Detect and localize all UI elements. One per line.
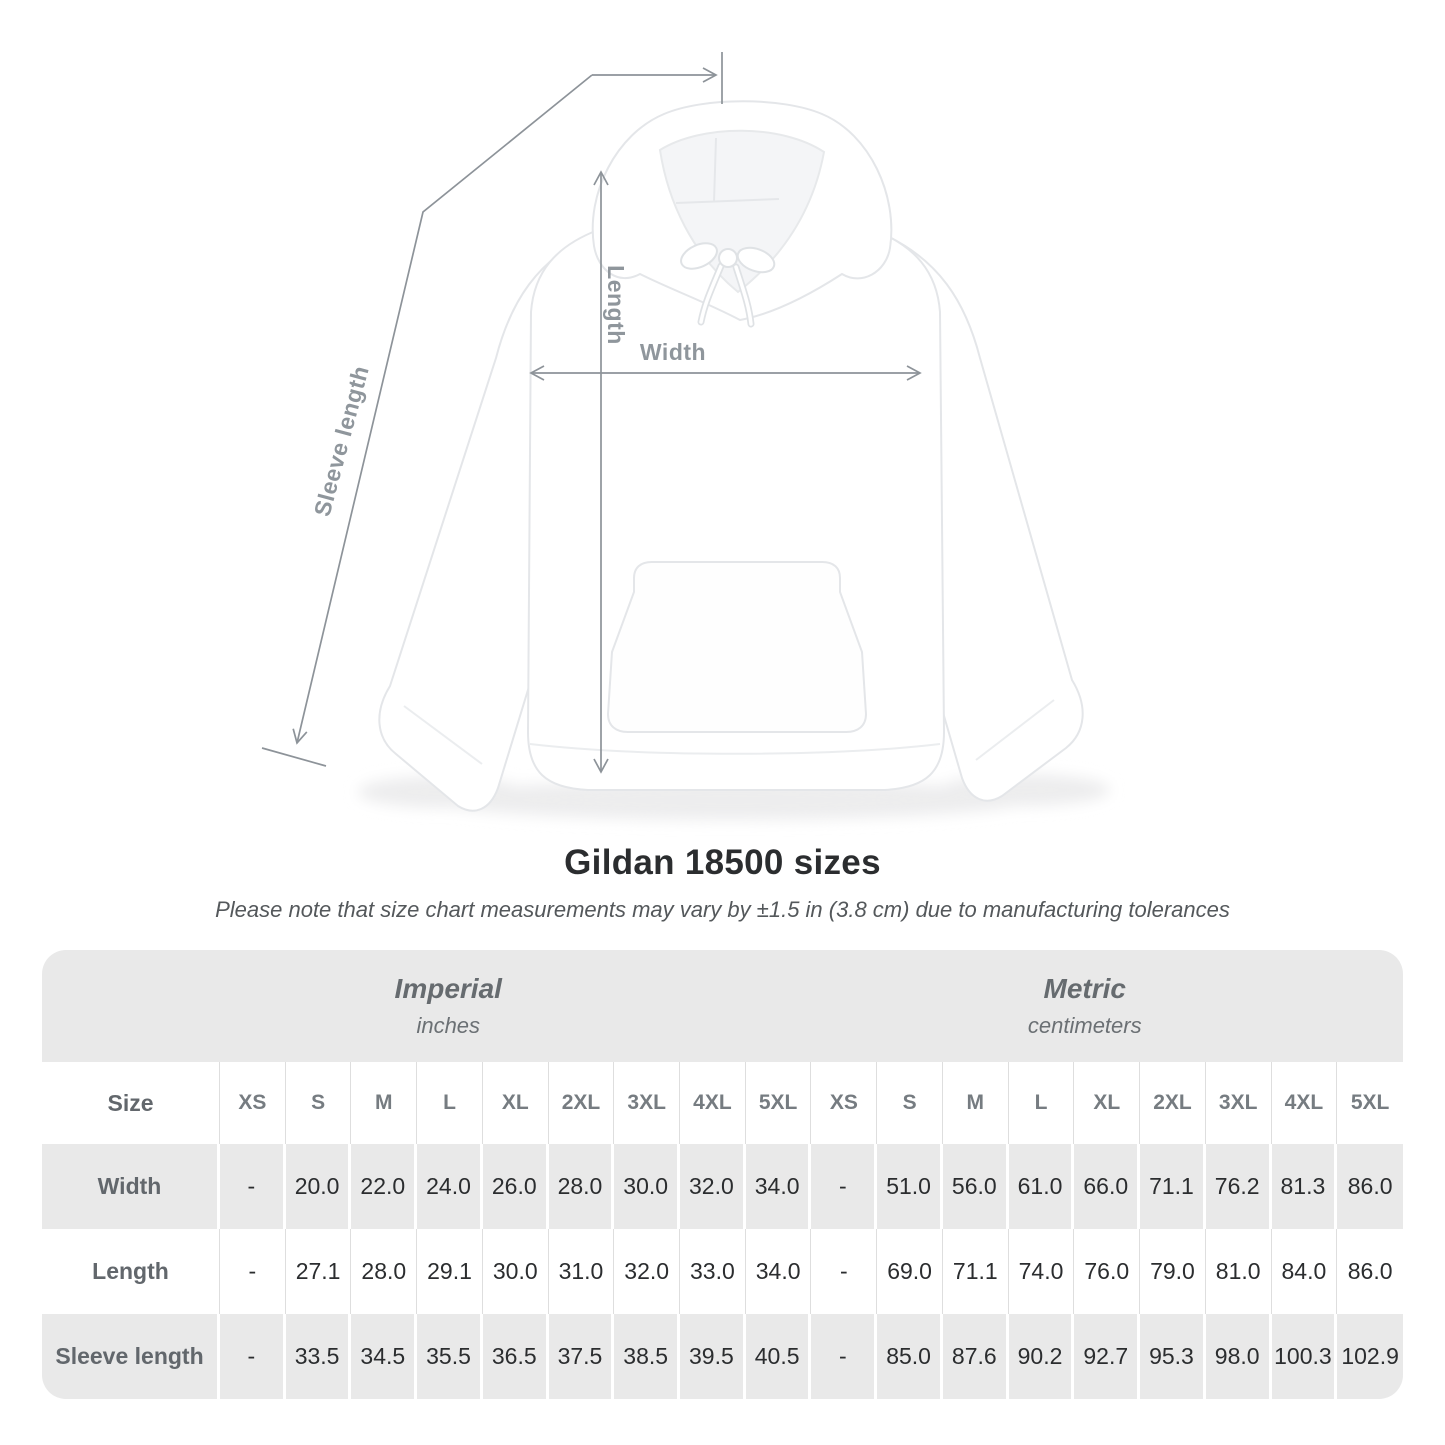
value-cell: 84.0: [1271, 1229, 1338, 1314]
value-cell: 34.0: [745, 1229, 812, 1314]
value-cell: 32.0: [680, 1144, 746, 1229]
value-cell: 30.0: [482, 1229, 549, 1314]
value-cell: 95.3: [1140, 1314, 1206, 1399]
column-header-cell: M: [942, 1062, 1009, 1144]
tolerance-note: Please note that size chart measurements…: [215, 897, 1230, 922]
kangaroo-pocket: [606, 561, 868, 733]
column-header-cell: 4XL: [680, 1062, 746, 1144]
unit-group-sublabel: inches: [416, 1013, 481, 1038]
column-header-cell: S: [285, 1062, 352, 1144]
column-header-cell: 3XL: [1205, 1062, 1272, 1144]
value-cell: 71.1: [1140, 1144, 1206, 1229]
value-cell: 87.6: [942, 1314, 1009, 1399]
value-cell: 38.5: [614, 1314, 681, 1399]
value-cell: 61.0: [1008, 1144, 1075, 1229]
value-cell: 34.0: [745, 1144, 812, 1229]
column-header-cell: L: [1008, 1062, 1075, 1144]
column-header-cell: 2XL: [548, 1062, 615, 1144]
column-header-cell: XS: [811, 1062, 878, 1144]
column-header-cell: XS: [220, 1062, 286, 1144]
value-cell: 69.0: [877, 1229, 943, 1314]
sleeve-length-label: Sleeve length: [309, 363, 374, 519]
value-cell: 71.1: [942, 1229, 1009, 1314]
value-cell: 81.3: [1271, 1144, 1338, 1229]
value-cell: 102.9: [1337, 1314, 1403, 1399]
column-header-cell: 4XL: [1271, 1062, 1338, 1144]
value-cell: 28.0: [351, 1229, 418, 1314]
value-cell: 100.3: [1271, 1314, 1338, 1399]
size-header-cell: Size: [42, 1062, 220, 1144]
value-cell: 24.0: [417, 1144, 483, 1229]
value-cell: 56.0: [942, 1144, 1009, 1229]
row-label-cell: Sleeve length: [42, 1314, 220, 1399]
value-cell: 28.0: [548, 1144, 615, 1229]
value-cell: 76.0: [1074, 1229, 1141, 1314]
size-table: Imperial inches Metric centimeters Size XS S M L…: [42, 950, 1403, 1399]
value-cell: 29.1: [417, 1229, 483, 1314]
length-label: Length: [603, 265, 629, 345]
column-header-cell: S: [877, 1062, 943, 1144]
value-cell: 98.0: [1205, 1314, 1272, 1399]
value-cell: -: [220, 1144, 286, 1229]
page-title: Gildan 18500 sizes: [564, 843, 881, 882]
value-cell: 20.0: [285, 1144, 352, 1229]
unit-group-header: Metric centimeters: [767, 950, 1404, 1062]
value-cell: 40.5: [745, 1314, 812, 1399]
value-cell: 22.0: [351, 1144, 418, 1229]
column-header-cell: 5XL: [1337, 1062, 1403, 1144]
value-cell: 33.0: [680, 1229, 746, 1314]
unit-group-label: Imperial: [394, 973, 502, 1004]
unit-band-spacer: [42, 950, 130, 1062]
value-cell: 66.0: [1074, 1144, 1141, 1229]
unit-group-sublabel: centimeters: [1027, 1013, 1142, 1038]
value-cell: 30.0: [614, 1144, 681, 1229]
row-label-cell: Length: [42, 1229, 220, 1314]
unit-band: Imperial inches Metric centimeters: [42, 950, 1403, 1062]
value-cell: 39.5: [680, 1314, 746, 1399]
value-cell: 51.0: [877, 1144, 943, 1229]
value-cell: 33.5: [285, 1314, 352, 1399]
value-cell: 92.7: [1074, 1314, 1141, 1399]
value-cell: -: [220, 1314, 286, 1399]
sleeve-length-arrow: [261, 52, 723, 767]
value-cell: 34.5: [351, 1314, 418, 1399]
column-header-cell: XL: [482, 1062, 549, 1144]
hoodie-measurement-diagram: Width Length Sleeve length: [261, 52, 1110, 820]
column-header-cell: M: [351, 1062, 418, 1144]
value-cell: 27.1: [285, 1229, 352, 1314]
value-cell: 35.5: [417, 1314, 483, 1399]
drawstring-bow: [680, 242, 776, 328]
value-cell: 32.0: [614, 1229, 681, 1314]
value-cell: -: [220, 1229, 286, 1314]
value-cell: 76.2: [1205, 1144, 1272, 1229]
value-cell: 31.0: [548, 1229, 615, 1314]
value-cell: -: [811, 1229, 878, 1314]
value-cell: -: [811, 1314, 878, 1399]
value-cell: 74.0: [1008, 1229, 1075, 1314]
row-label-cell: Width: [42, 1144, 220, 1229]
value-cell: 85.0: [877, 1314, 943, 1399]
column-header-cell: 3XL: [614, 1062, 681, 1144]
value-cell: 86.0: [1337, 1144, 1403, 1229]
column-header-cell: XL: [1074, 1062, 1141, 1144]
unit-group-label: Metric: [1043, 973, 1126, 1004]
value-cell: -: [811, 1144, 878, 1229]
width-label: Width: [640, 339, 706, 365]
value-cell: 37.5: [548, 1314, 615, 1399]
value-cell: 81.0: [1205, 1229, 1272, 1314]
column-header-cell: 2XL: [1140, 1062, 1206, 1144]
value-cell: 36.5: [482, 1314, 549, 1399]
hoodie-diagram-svg: Width Length Sleeve length: [261, 52, 1110, 820]
column-header-cell: L: [417, 1062, 483, 1144]
heading-section: Gildan 18500 sizes Please note that size…: [0, 843, 1445, 923]
column-header-cell: 5XL: [745, 1062, 812, 1144]
value-cell: 26.0: [482, 1144, 549, 1229]
value-cell: 79.0: [1140, 1229, 1206, 1314]
unit-group-header: Imperial inches: [130, 950, 767, 1062]
value-cell: 86.0: [1337, 1229, 1403, 1314]
value-cell: 90.2: [1008, 1314, 1075, 1399]
